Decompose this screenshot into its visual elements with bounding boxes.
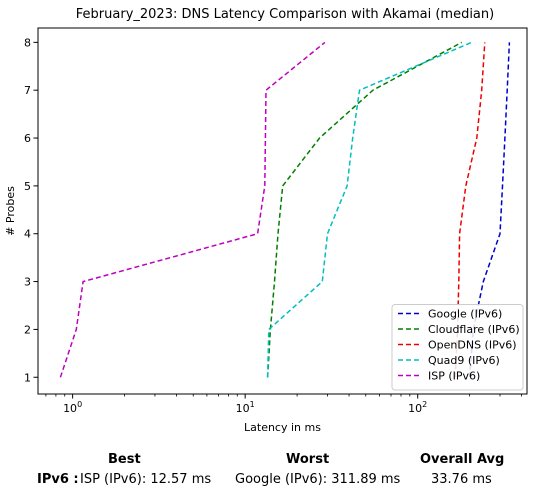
legend-entry-0: Google (IPv6) xyxy=(428,308,502,321)
summary-header-overall: Overall Avg xyxy=(420,452,505,467)
y-axis: 1 2 3 4 5 6 7 8 xyxy=(24,36,38,384)
y-tick-label: 8 xyxy=(24,36,31,49)
legend-box xyxy=(391,304,524,391)
y-tick-label: 4 xyxy=(24,228,31,241)
x-tick-label: 102 xyxy=(408,400,427,415)
legend-entry-1: Cloudflare (IPv6) xyxy=(428,323,520,336)
y-tick-label: 5 xyxy=(24,180,31,193)
y-tick-label: 7 xyxy=(24,84,31,97)
summary-table: Best Worst Overall Avg IPv6 : ISP (IPv6)… xyxy=(0,448,541,496)
y-tick-label: 6 xyxy=(24,132,31,145)
y-axis-label: # Probes xyxy=(4,186,17,236)
x-axis-label: Latency in ms xyxy=(244,421,321,434)
series-line-4 xyxy=(59,41,326,378)
legend-entry-2: OpenDNS (IPv6) xyxy=(428,339,517,352)
summary-overall-value: 33.76 ms xyxy=(431,472,492,487)
x-tick-label: 100 xyxy=(63,400,82,415)
summary-header-worst: Worst xyxy=(286,452,330,467)
summary-row-label: IPv6 : xyxy=(37,472,79,487)
legend: Google (IPv6) Cloudflare (IPv6) OpenDNS (I… xyxy=(391,304,524,391)
x-axis: 100 101 102 xyxy=(45,394,522,415)
legend-entry-3: Quad9 (IPv6) xyxy=(428,354,500,367)
summary-header-best: Best xyxy=(108,452,141,467)
latency-chart: February_2023: DNS Latency Comparison wi… xyxy=(4,7,528,434)
plot-frame xyxy=(37,27,528,395)
y-tick-label: 3 xyxy=(24,276,31,289)
x-tick-label: 101 xyxy=(236,400,255,415)
legend-entry-4: ISP (IPv6) xyxy=(428,370,480,383)
series-line-2 xyxy=(454,42,486,378)
summary-best-value: ISP (IPv6): 12.57 ms xyxy=(80,472,212,487)
y-tick-label: 1 xyxy=(24,371,31,384)
chart-title: February_2023: DNS Latency Comparison wi… xyxy=(76,7,494,22)
series-line-3 xyxy=(266,41,472,378)
y-tick-label: 2 xyxy=(24,323,31,336)
summary-worst-value: Google (IPv6): 311.89 ms xyxy=(235,472,401,487)
series-line-1 xyxy=(266,41,463,378)
